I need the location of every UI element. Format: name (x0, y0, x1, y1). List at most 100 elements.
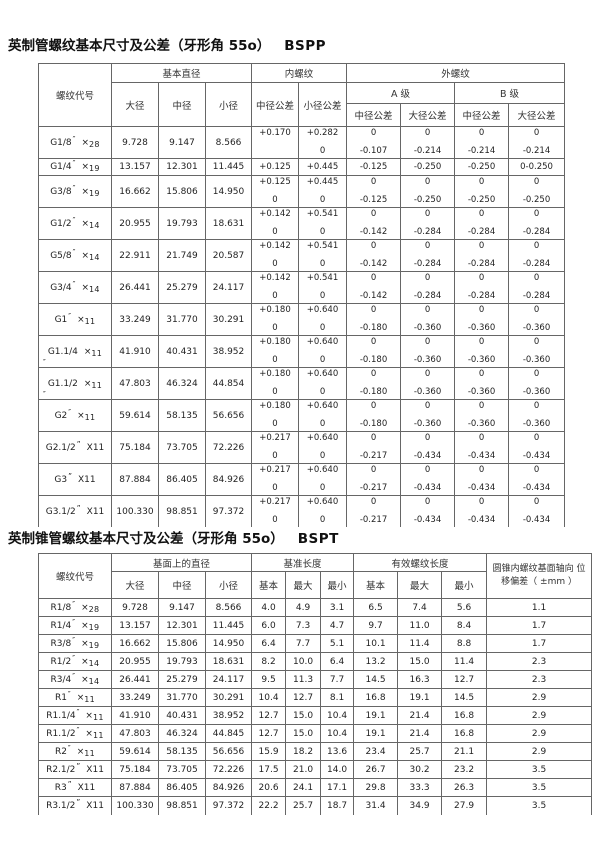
diameter-cell: 38.952 (204, 335, 253, 368)
thread-code-cell: G2.1/2” X11 (38, 431, 112, 464)
header-row: 大径 中径 小径 中径公差 小径公差 A 级 B 级 (39, 82, 566, 127)
value-cell: 15.9 (251, 742, 287, 761)
value-cell: 30.291 (204, 688, 253, 707)
value-cell: 2.9 (486, 742, 593, 761)
lower-deviation: 0 (319, 419, 326, 429)
value-cell: 13.157 (111, 616, 159, 635)
table-row: R3/8″ ×19 16.662 15.806 14.950 6.4 7.7 5.1 10.1 1… (38, 634, 593, 653)
value-cell: 19.1 (353, 724, 399, 743)
diameter-cell: 33.249 (111, 303, 159, 336)
diameter-cell: 26.441 (111, 271, 159, 304)
value-cell: 15.0 (397, 652, 443, 671)
threads-per-inch: 14 (89, 284, 100, 294)
lower-deviation: 0 (319, 355, 326, 365)
value-cell: 87.884 (111, 778, 159, 797)
value-cell: 9.728 (111, 598, 159, 617)
tolerance-cell: 0 -0.250 (508, 175, 566, 208)
diameter-cell: 8.566 (204, 126, 253, 159)
tolerance-stack: 0 -0.284 (510, 273, 564, 303)
thread-code-text: G3.1/2 (45, 506, 76, 517)
thread-code-cell: R3.1/2” X11 (38, 796, 112, 815)
inch-mark: ″ (72, 183, 76, 193)
lower-deviation: 0 (272, 515, 278, 525)
bspp-table: 螺纹代号 基本直径 内螺纹 外螺纹 大径 中径 小径 中径公差 小径公差 A 级… (38, 63, 566, 527)
lower-deviation: -0.142 (359, 259, 388, 269)
value-cell: 9.147 (158, 598, 206, 617)
value-cell: 10.0 (285, 652, 322, 671)
tolerance-cell: 0 -0.434 (454, 495, 510, 527)
tolerance-stack: +0.180 0 (253, 337, 298, 367)
tolerance-cell: 0 -0.434 (400, 463, 456, 496)
tolerance-stack: +0.180 0 (253, 401, 298, 431)
upper-deviation: 0 (424, 401, 431, 411)
tolerance-cell: +0.180 0 (251, 303, 300, 336)
value-cell: 98.851 (158, 796, 206, 815)
threads-per-inch: 14 (89, 252, 100, 262)
inch-mark: ″ (72, 653, 76, 663)
inch-mark: ” (76, 761, 81, 771)
tolerance-stack: +0.541 0 (300, 273, 346, 303)
thread-code-text: G2.1/2 (45, 442, 76, 453)
value-cell: 46.324 (158, 724, 206, 743)
tolerance-cell: 0 -0.284 (454, 207, 510, 240)
tolerance-stack: +0.445 0 (300, 177, 346, 207)
diameter-cell: 18.631 (204, 207, 253, 240)
diameter-cell: 59.614 (111, 399, 159, 432)
upper-deviation: 0 (478, 305, 485, 315)
upper-deviation: 0 (370, 433, 377, 443)
upper-deviation: 0 (533, 305, 540, 315)
table-row: G3” X11 87.884 86.405 84.926 +0.217 0 +0.640 0 0 -… (38, 463, 566, 496)
header-minor-tolerance: 小径公差 (298, 82, 348, 127)
tolerance-cell: +0.541 0 (298, 271, 348, 304)
tolerance-cell: +0.170 (251, 126, 300, 159)
header-grade-b-major-tolerance: 大径公差 (508, 103, 566, 127)
tolerance-cell: 0 -0.434 (508, 495, 566, 527)
tolerance-cell: +0.217 0 (251, 463, 300, 496)
header-internal-thread: 内螺纹 (251, 63, 348, 83)
thread-code-text: G3/8 (50, 186, 72, 197)
header-grade-b-pitch-tolerance: 中径公差 (454, 103, 510, 127)
header-gauge-diameter: 基面上的直径 (110, 553, 253, 572)
value-cell: 12.7 (251, 706, 287, 725)
value-cell: 16.3 (397, 670, 443, 689)
value-cell: 4.7 (320, 616, 355, 635)
tolerance-stack: +0.282 0 (300, 128, 346, 158)
lower-deviation: 0 (272, 227, 278, 237)
bspt-table-body: R1/8″ ×28 9.728 9.147 8.566 4.0 4.9 3.1 6.5 7.4 5.… (38, 598, 593, 815)
tolerance-stack: 0 -0.360 (456, 305, 508, 335)
upper-deviation: 0 (533, 401, 540, 411)
lower-deviation: -0.214 (522, 146, 551, 156)
tolerance-stack: +0.640 0 (300, 401, 346, 431)
value-cell: 7.3 (285, 616, 322, 635)
lower-deviation (253, 146, 298, 157)
tolerance-cell: 0 -0.434 (508, 463, 566, 496)
lower-deviation: -0.217 (359, 451, 388, 461)
table-row: G2.1/2” X11 75.184 73.705 72.226 +0.217 0 +0.64… (38, 431, 566, 464)
tolerance-cell: +0.142 0 (251, 207, 300, 240)
value-cell: 12.7 (285, 688, 322, 707)
tolerance-stack: +0.142 0 (253, 241, 298, 271)
lower-deviation: -0.180 (359, 323, 388, 333)
header-grade-a-pitch-tolerance: 中径公差 (346, 103, 402, 127)
multiply-sign: × (77, 314, 85, 325)
threads-per-inch: 19 (88, 640, 100, 650)
lower-deviation: -0.434 (467, 451, 496, 461)
upper-deviation: 0 (370, 305, 377, 315)
tolerance-cell: 0 -0.434 (454, 463, 510, 496)
tolerance-stack: 0 -0.214 (510, 128, 564, 158)
multiply-sign: × (81, 602, 89, 613)
tolerance-cell: 0 -0.180 (346, 303, 402, 336)
bspp-table-body: G1/8″ ×28 9.728 9.147 8.566 +0.170 +0.282 0 0 -0.… (38, 126, 566, 527)
upper-deviation: 0 (478, 273, 485, 283)
value-cell: 7.7 (320, 670, 355, 689)
value-cell: 33.3 (397, 778, 443, 797)
tolerance-cell: +0.445 (298, 158, 348, 176)
diameter-cell: 41.910 (111, 335, 159, 368)
lower-deviation: 0 (319, 387, 326, 397)
upper-deviation: +0.125 (259, 177, 291, 187)
upper-deviation: 0 (478, 497, 485, 507)
upper-deviation: +0.217 (259, 465, 291, 475)
lower-deviation: 0 (272, 259, 278, 269)
value-cell: 3.1 (320, 598, 355, 617)
value-cell: 97.372 (204, 796, 253, 815)
